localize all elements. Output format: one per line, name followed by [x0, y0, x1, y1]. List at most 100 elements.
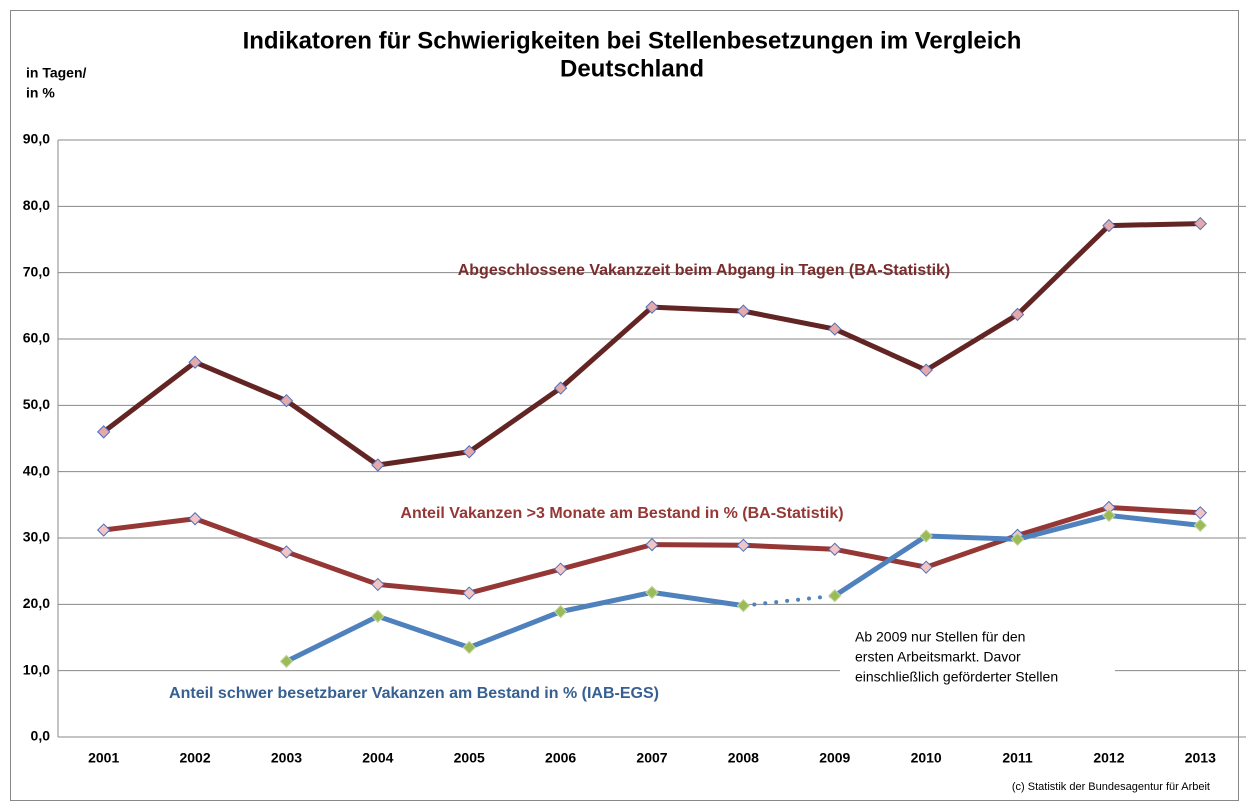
marker: [919, 363, 933, 377]
series-line: [101, 359, 198, 435]
x-tick-label: 2001: [88, 750, 119, 766]
series-line: [466, 609, 564, 650]
marker: [1193, 216, 1208, 231]
y-tick-label: 50,0: [23, 396, 50, 412]
marker: [1193, 518, 1208, 533]
series-line: [649, 304, 746, 314]
series-line: [649, 542, 746, 548]
x-tick-label: 2002: [179, 750, 210, 766]
x-tick-label: 2009: [819, 750, 850, 766]
marker: [645, 300, 659, 314]
series-line: [832, 546, 929, 570]
y-tick-label: 10,0: [23, 661, 50, 677]
annotation: Ab 2009 nur Stellen für den: [855, 629, 1025, 645]
x-tick-label: 2006: [545, 750, 576, 766]
marker: [1010, 307, 1025, 322]
marker: [462, 445, 476, 459]
marker: [1102, 218, 1116, 233]
x-tick-label: 2011: [1002, 750, 1033, 766]
series-line: [283, 549, 381, 587]
y-tick-label: 90,0: [23, 131, 50, 147]
y-tick-label: 20,0: [23, 595, 50, 611]
series-line: [1106, 504, 1203, 516]
x-tick-label: 2008: [728, 750, 759, 766]
y-axis-label: in Tagen/: [26, 65, 87, 81]
series-line: [741, 593, 837, 608]
marker: [919, 529, 933, 543]
marker: [188, 512, 202, 526]
chart-title: Indikatoren für Schwierigkeiten bei Stel…: [243, 27, 1022, 54]
series-line: [375, 581, 472, 596]
annotation-box: [840, 624, 1115, 692]
series-line: [558, 542, 655, 572]
marker: [553, 562, 568, 576]
y-tick-label: 80,0: [23, 197, 50, 213]
marker: [736, 304, 751, 318]
y-tick-label: 30,0: [23, 529, 50, 545]
x-tick-label: 2010: [911, 750, 942, 766]
series-line: [1015, 504, 1112, 538]
series-label: Abgeschlossene Vakanzzeit beim Abgang in…: [458, 262, 951, 279]
series-line: [375, 449, 472, 468]
series-line: [1015, 512, 1112, 542]
annotation: ersten Arbeitsmarkt. Davor: [855, 649, 1021, 665]
marker: [279, 654, 294, 669]
x-tick-label: 2007: [636, 750, 667, 766]
marker: [736, 598, 751, 613]
series-line: [283, 613, 381, 664]
marker: [371, 609, 385, 623]
series-line: [649, 589, 746, 609]
y-axis-label: in %: [26, 85, 55, 101]
series-label: Anteil schwer besetzbarer Vakanzen am Be…: [169, 685, 659, 702]
series-line: [1015, 223, 1112, 317]
marker: [279, 393, 294, 408]
marker: [462, 640, 476, 655]
marker: [553, 381, 568, 395]
series-line: [466, 566, 564, 596]
series-line: [375, 613, 472, 650]
series-line: [466, 385, 564, 455]
marker: [1102, 508, 1116, 523]
y-tick-label: 40,0: [23, 462, 50, 478]
chart-title: Deutschland: [560, 55, 704, 82]
series-line: [740, 308, 838, 332]
series-line: [740, 542, 838, 552]
marker: [96, 425, 111, 439]
series-line: [923, 533, 1021, 542]
marker: [188, 355, 202, 369]
marker: [553, 604, 568, 619]
series-line: [192, 359, 289, 404]
marker: [1010, 532, 1025, 547]
marker: [919, 560, 933, 574]
series-line: [832, 533, 929, 599]
series-line: [832, 326, 929, 373]
marker: [462, 586, 476, 600]
marker: [96, 523, 111, 537]
y-tick-label: 60,0: [23, 330, 50, 346]
x-tick-label: 2003: [271, 750, 302, 766]
marker: [828, 322, 842, 336]
annotation: einschließlich geförderter Stellen: [855, 669, 1058, 685]
marker: [279, 545, 294, 559]
series-line: [1106, 221, 1203, 229]
x-tick-label: 2013: [1185, 750, 1216, 766]
y-tick-label: 70,0: [23, 263, 50, 279]
series-label: Anteil Vakanzen >3 Monate am Bestand in …: [400, 505, 843, 522]
series-line: [558, 589, 655, 615]
marker: [828, 542, 842, 556]
series-line: [283, 398, 381, 468]
y-tick-label: 0,0: [31, 728, 51, 744]
marker: [371, 458, 385, 472]
marker: [645, 585, 659, 600]
marker: [645, 537, 659, 552]
series-line: [192, 516, 289, 555]
marker: [371, 577, 385, 592]
series-line: [558, 304, 655, 391]
series-line: [101, 516, 198, 533]
x-tick-label: 2005: [454, 750, 485, 766]
source: (c) Statistik der Bundesagentur für Arbe…: [1012, 781, 1210, 793]
marker: [736, 538, 751, 553]
x-tick-label: 2012: [1093, 750, 1124, 766]
x-tick-label: 2004: [362, 750, 393, 766]
